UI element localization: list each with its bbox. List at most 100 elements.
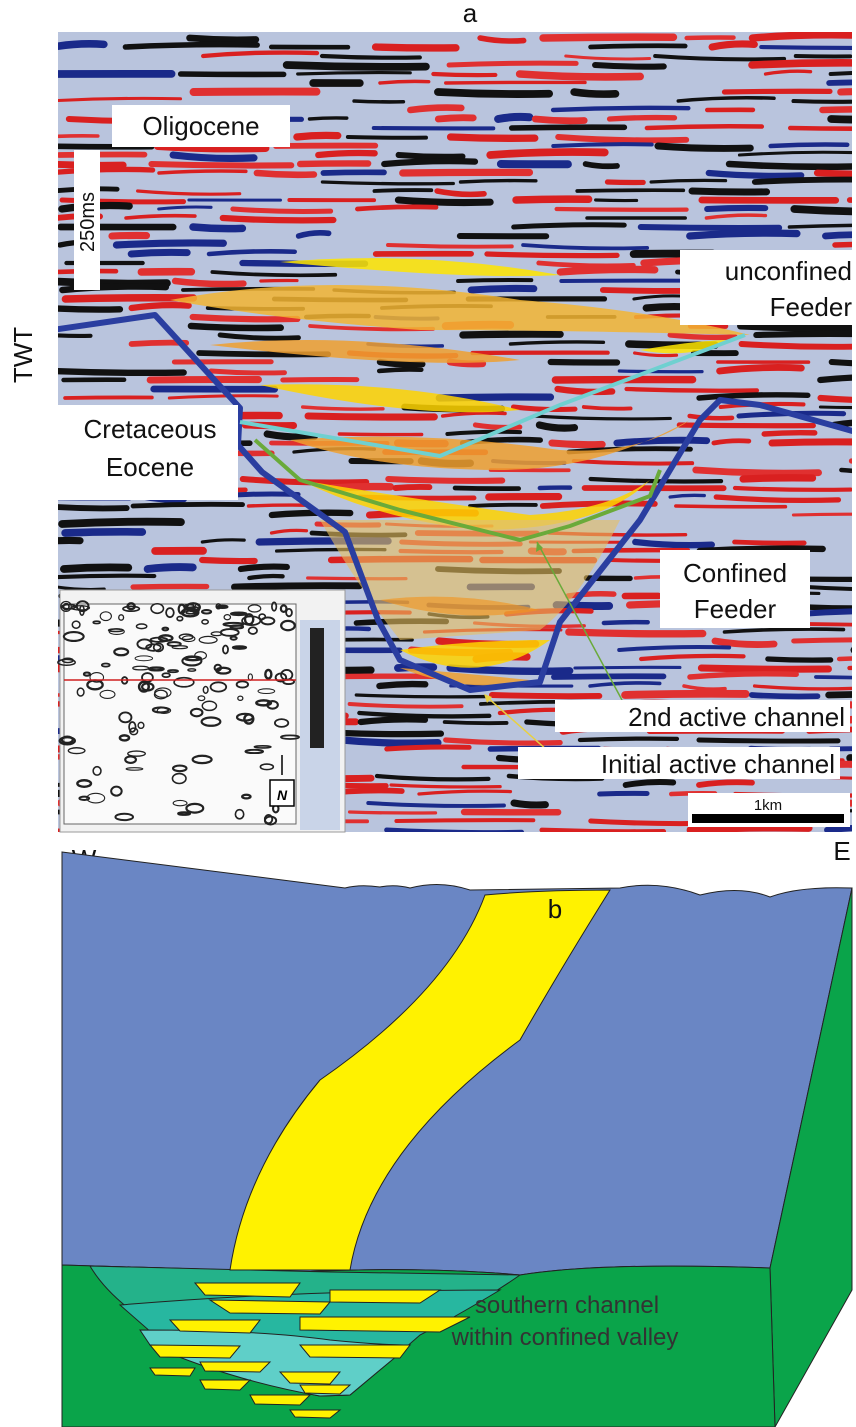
reflector (825, 235, 856, 236)
label: Feeder (694, 594, 777, 624)
reflector (835, 244, 856, 245)
reflector (768, 659, 831, 660)
reflector (557, 209, 687, 210)
reflector (699, 740, 838, 741)
reflector (569, 632, 703, 634)
reflector (438, 92, 549, 94)
reflector (827, 827, 856, 830)
reflector (816, 677, 856, 678)
compass-label: E (833, 836, 850, 866)
reflector (461, 181, 536, 182)
reflector (309, 118, 346, 119)
reflector (193, 227, 242, 229)
reflector (40, 576, 154, 578)
reflector (752, 695, 818, 696)
reflector (487, 254, 617, 256)
reflector (379, 684, 425, 686)
reflector (339, 434, 421, 435)
reflector (607, 182, 643, 183)
reflector (690, 233, 797, 236)
reflector (133, 586, 207, 587)
reflector (690, 674, 796, 677)
reflector (257, 173, 314, 175)
reflector (743, 478, 812, 479)
reflector (231, 613, 246, 615)
reflector (379, 370, 421, 371)
reflector (446, 82, 585, 83)
reflector (471, 288, 534, 290)
axis-label: TWT (8, 327, 38, 383)
reflector (752, 35, 856, 38)
reflector (342, 740, 438, 743)
reflector (380, 362, 422, 365)
reflector (707, 208, 765, 209)
reflector (249, 576, 282, 578)
reflector (580, 739, 677, 740)
reflector (735, 542, 805, 543)
reflector (558, 137, 686, 140)
reflector (361, 719, 425, 722)
reflector (297, 135, 338, 137)
reflector (627, 389, 757, 391)
reflector (839, 658, 856, 659)
label: Initial active channel (601, 749, 835, 779)
reflector (543, 37, 673, 38)
reflector (752, 63, 856, 65)
reflector (54, 371, 184, 373)
reflector (831, 119, 856, 120)
reflector (696, 470, 819, 473)
reflector (159, 171, 246, 173)
reflector (516, 199, 589, 200)
reflector (604, 622, 648, 623)
reflector (298, 73, 411, 74)
reflector (646, 307, 685, 308)
reflector (391, 785, 500, 787)
reflector (116, 243, 223, 245)
reflector (729, 164, 856, 167)
reflector (387, 830, 522, 833)
label: 2nd active channel (628, 702, 845, 732)
inset-map: N (58, 590, 345, 832)
reflector (480, 38, 524, 41)
reflector (735, 488, 851, 490)
reflector (821, 398, 856, 400)
reflector (670, 495, 704, 497)
reflector (287, 65, 426, 67)
reflector (539, 263, 634, 266)
reflector (388, 479, 502, 481)
reflector (553, 144, 651, 146)
reflector (512, 127, 625, 128)
reflector (410, 108, 461, 110)
reflector (794, 640, 856, 641)
reflector (300, 163, 368, 164)
reflector (51, 335, 91, 336)
reflector (690, 416, 732, 418)
reflector (398, 200, 490, 203)
reflector (817, 173, 856, 174)
reflector (395, 487, 429, 488)
reflector (670, 335, 735, 337)
reflector (112, 235, 147, 236)
reflector (132, 305, 189, 308)
reflector (575, 667, 680, 668)
reflector (65, 298, 193, 299)
reflector (322, 56, 420, 58)
reflector (272, 513, 350, 515)
reflector (724, 91, 830, 92)
reflector (577, 190, 683, 191)
reflector (514, 225, 625, 227)
reflector (586, 164, 617, 166)
reflector (741, 326, 856, 328)
reflector (396, 820, 533, 821)
reflector (43, 540, 80, 542)
reflector (755, 180, 856, 182)
reflector (692, 191, 767, 192)
reflector (450, 668, 570, 671)
reflector (720, 367, 802, 371)
scale-label: 1km (754, 797, 782, 814)
reflector (308, 416, 434, 417)
reflector (190, 38, 256, 40)
reflector (62, 522, 181, 524)
reflector (384, 161, 475, 164)
reflector (699, 395, 808, 398)
